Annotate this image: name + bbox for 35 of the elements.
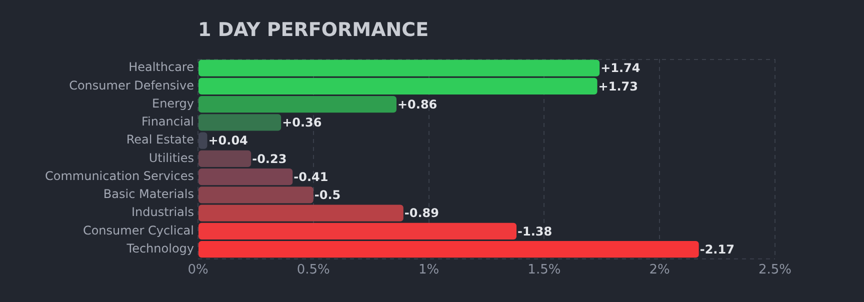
- data-label: +0.36: [282, 116, 322, 130]
- bar: [198, 186, 314, 204]
- y-tick-label: Communication Services: [45, 168, 194, 183]
- y-tick-label: Technology: [126, 241, 194, 256]
- y-tick-label: Industrials: [131, 205, 194, 220]
- bar: [198, 150, 252, 168]
- bar: [198, 114, 282, 131]
- x-tick-label: 1.5%: [528, 262, 561, 278]
- bar: [198, 204, 404, 222]
- chart-title: 1 DAY PERFORMANCE: [198, 18, 429, 41]
- data-label: +0.86: [397, 97, 438, 112]
- data-label: +0.04: [208, 134, 248, 148]
- y-tick-label: Basic Materials: [103, 187, 194, 202]
- data-label: -1.38: [518, 224, 552, 238]
- y-tick-label: Consumer Cyclical: [82, 223, 194, 238]
- x-tick-label: 0%: [188, 262, 208, 278]
- y-tick-label: Real Estate: [126, 132, 194, 147]
- x-tick-label: 2%: [649, 262, 670, 278]
- bar: [198, 96, 396, 113]
- data-label: -0.5: [314, 188, 341, 202]
- data-label: -0.41: [294, 170, 328, 184]
- data-label: +1.73: [598, 79, 638, 94]
- y-tick-label: Consumer Defensive: [69, 78, 194, 92]
- y-tick-label: Energy: [152, 96, 194, 110]
- data-label: -0.23: [252, 152, 287, 166]
- bar: [198, 168, 293, 186]
- data-label: -0.89: [404, 206, 440, 220]
- data-label: -2.17: [700, 242, 734, 256]
- x-tick-label: 2.5%: [758, 262, 792, 278]
- data-label: +1.74: [600, 61, 640, 76]
- x-tick-label: 1%: [418, 262, 440, 278]
- y-tick-label: Utilities: [148, 150, 194, 165]
- x-tick-label: 0.5%: [296, 262, 330, 278]
- y-tick-label: Financial: [141, 114, 194, 129]
- y-tick-label: Healthcare: [128, 60, 194, 74]
